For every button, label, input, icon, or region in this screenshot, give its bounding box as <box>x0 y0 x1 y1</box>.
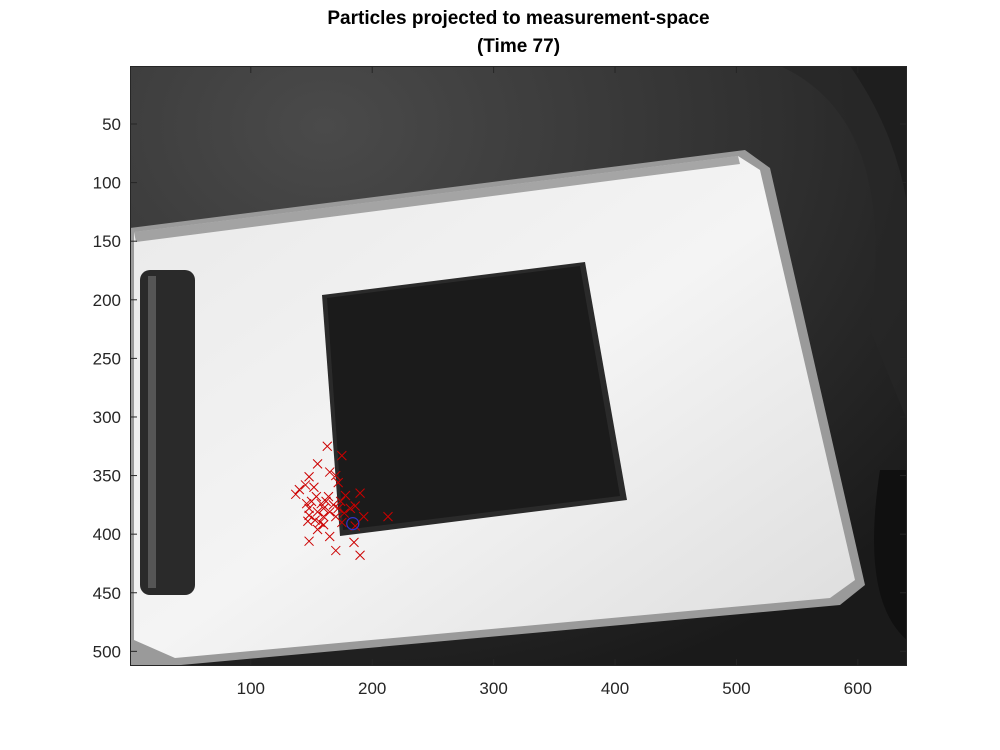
measurement-marker <box>346 517 360 531</box>
particle-marker <box>349 537 359 548</box>
x-tick-label: 200 <box>358 679 386 698</box>
particle-marker <box>309 482 319 493</box>
chart-subtitle: (Time 77) <box>476 36 561 57</box>
particle-marker <box>318 503 329 514</box>
particle-marker <box>335 496 346 507</box>
particle-marker <box>340 490 351 501</box>
y-axis: 50 100 150 200 250 300 350 400 450 500 <box>93 115 907 661</box>
particle-marker <box>324 531 335 542</box>
particle-marker <box>304 503 314 514</box>
particle-marker <box>306 496 317 507</box>
y-tick-label: 400 <box>93 525 121 544</box>
particle-marker <box>355 488 365 499</box>
x-tick-label: 300 <box>479 679 507 698</box>
particle-marker <box>324 507 335 517</box>
particle-marker <box>294 484 305 495</box>
particle-marker <box>337 450 347 461</box>
particle-marker <box>324 467 335 477</box>
x-tick-label: 600 <box>844 679 872 698</box>
particle-marker <box>301 498 312 509</box>
y-tick-label: 150 <box>93 232 121 251</box>
y-tick-label: 500 <box>93 642 121 661</box>
particle-marker <box>304 471 314 482</box>
chart-title: Particles projected to measurement-space <box>327 8 710 29</box>
y-tick-label: 350 <box>93 467 121 486</box>
particle-marker <box>322 441 333 452</box>
particle-marker <box>290 489 301 500</box>
x-axis: 100 200 300 400 500 600 <box>237 66 872 698</box>
particle-marker <box>318 511 329 522</box>
particle-marker <box>300 480 311 490</box>
y-tick-label: 450 <box>93 584 121 603</box>
x-tick-label: 100 <box>237 679 265 698</box>
particle-marker <box>333 503 344 514</box>
particle-marker <box>330 470 341 481</box>
particle-marker <box>312 458 323 469</box>
particle-marker <box>339 508 350 518</box>
particle-layer <box>290 441 393 561</box>
x-tick-label: 500 <box>722 679 750 698</box>
y-tick-label: 200 <box>93 291 121 310</box>
y-tick-label: 50 <box>102 115 121 134</box>
particle-marker <box>312 507 323 517</box>
particle-marker <box>345 503 356 514</box>
y-tick-label: 250 <box>93 349 121 368</box>
axes-box <box>130 66 907 666</box>
particle-marker <box>303 516 313 527</box>
particle-marker <box>383 511 393 522</box>
x-tick-label: 400 <box>601 679 629 698</box>
particle-marker <box>312 524 323 535</box>
particle-marker <box>304 510 314 521</box>
y-tick-label: 300 <box>93 408 121 427</box>
particle-marker <box>321 496 331 507</box>
particle-marker <box>330 545 341 556</box>
particle-marker <box>337 517 347 528</box>
particle-marker <box>355 550 365 561</box>
particle-marker <box>316 498 327 509</box>
particle-marker <box>318 519 329 530</box>
particle-marker <box>333 477 344 488</box>
particle-marker <box>328 500 339 510</box>
y-tick-label: 100 <box>93 174 121 193</box>
camera-frame-image <box>130 66 907 666</box>
particle-marker <box>304 536 314 547</box>
particle-marker <box>358 511 369 522</box>
particle-marker <box>350 501 361 511</box>
